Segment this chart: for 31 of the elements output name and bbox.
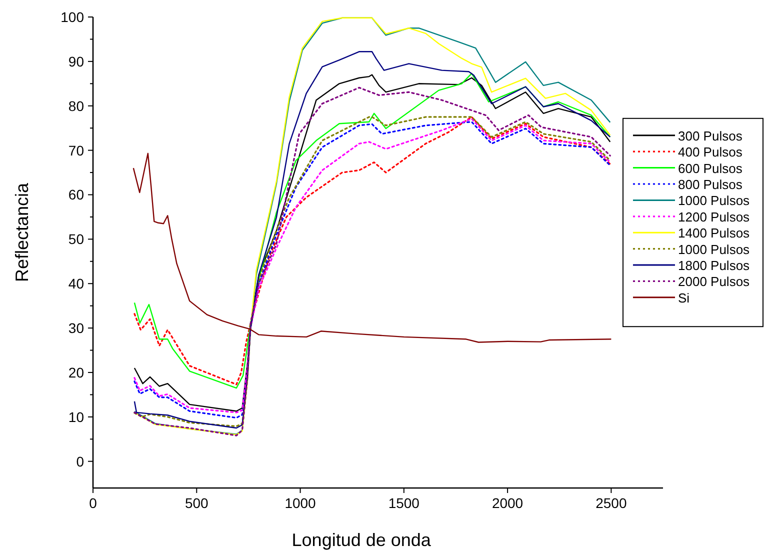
legend-label: 2000 Pulsos (678, 274, 750, 290)
legend-label: 400 Pulsos (678, 144, 743, 160)
y-tick-label: 100 (60, 9, 84, 25)
legend-label: 300 Pulsos (678, 128, 743, 144)
legend-label: 1400 Pulsos (678, 226, 750, 241)
legend-label: 800 Pulsos (678, 177, 743, 192)
legend-label: 1200 Pulsos (678, 209, 750, 224)
x-tick-label: 1500 (388, 495, 420, 511)
x-tick-label: 2500 (596, 495, 627, 511)
y-tick-label: 0 (76, 453, 84, 470)
y-tick-label: 70 (68, 142, 84, 158)
y-tick-label: 90 (68, 53, 84, 70)
legend-label: 600 Pulsos (678, 160, 743, 176)
line-series (132, 152, 612, 343)
y-tick-label: 20 (68, 364, 84, 380)
x-axis-title: Longitud de onda (292, 530, 432, 550)
y-tick-label: 40 (68, 276, 84, 292)
y-tick-label: 80 (68, 98, 84, 114)
legend-label: 1000 Pulsos (678, 193, 750, 208)
y-tick-label: 30 (68, 320, 84, 336)
x-tick-label: 1000 (284, 495, 316, 511)
legend-label: Si (678, 290, 690, 306)
y-tick-label: 10 (68, 408, 84, 425)
legend-label: 1800 Pulsos (678, 258, 750, 273)
x-tick-label: 0 (89, 495, 98, 511)
x-tick-label: 2000 (492, 495, 524, 511)
y-axis-title: Reflectancia (12, 182, 32, 282)
y-tick-label: 60 (68, 186, 84, 203)
legend-label: 1000 Pulsos (678, 242, 750, 257)
x-tick-label: 500 (184, 495, 209, 511)
y-tick-label: 50 (68, 231, 84, 248)
